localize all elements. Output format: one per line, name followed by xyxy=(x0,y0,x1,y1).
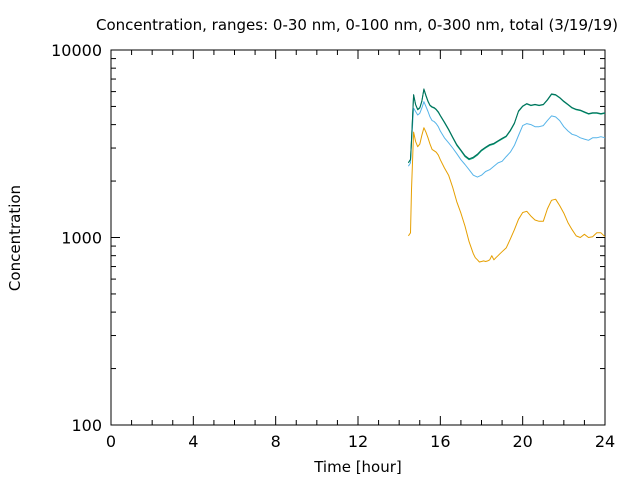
plot-frame xyxy=(110,49,606,426)
x-tick-label: 20 xyxy=(512,432,532,451)
series-layer xyxy=(407,88,606,263)
x-axis-label: Time [hour] xyxy=(313,458,402,476)
x-tick-label: 0 xyxy=(106,432,116,451)
x-tick-label: 4 xyxy=(188,432,198,451)
x-tick-label: 24 xyxy=(595,432,615,451)
series-line-1 xyxy=(407,127,606,263)
y-axis-label: Concentration xyxy=(6,185,24,291)
series-line-4 xyxy=(407,88,606,163)
x-tick-label: 16 xyxy=(430,432,450,451)
y-tick-label: 1000 xyxy=(61,229,102,248)
y-tick-label: 100 xyxy=(71,416,102,435)
x-tick-label: 12 xyxy=(348,432,368,451)
ticks-layer: 0 4 8 12 16 20 24 100 1000 10000 xyxy=(51,41,615,451)
chart-title: Concentration, ranges: 0-30 nm, 0-100 nm… xyxy=(96,16,618,34)
series-line-2 xyxy=(407,101,606,178)
x-tick-label: 8 xyxy=(271,432,281,451)
y-tick-label: 10000 xyxy=(51,41,102,60)
